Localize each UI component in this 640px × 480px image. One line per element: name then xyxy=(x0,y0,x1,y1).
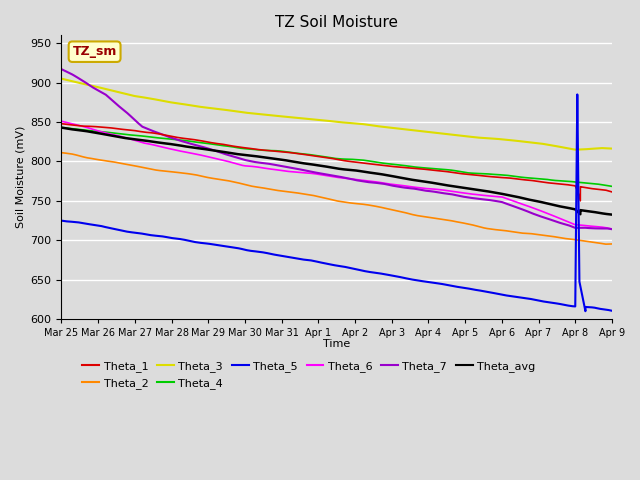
Theta_7 xyxy=(500,200,508,205)
Line: Theta_avg: Theta_avg xyxy=(61,128,612,215)
Theta_4 xyxy=(608,183,616,189)
Theta_1 xyxy=(486,174,494,180)
Theta_avg xyxy=(471,186,479,192)
Theta_2 xyxy=(486,226,494,232)
Theta_avg xyxy=(508,193,515,199)
Line: Theta_2: Theta_2 xyxy=(61,153,612,244)
Theta_5 xyxy=(500,292,508,298)
Theta_4 xyxy=(471,170,479,176)
Theta_6 xyxy=(86,126,94,132)
Theta_3 xyxy=(58,76,65,82)
Line: Theta_1: Theta_1 xyxy=(61,124,612,201)
Theta_3 xyxy=(471,134,479,140)
Theta_4 xyxy=(58,125,65,131)
Theta_avg xyxy=(500,192,508,197)
Theta_avg xyxy=(58,125,65,131)
Theta_3 xyxy=(572,147,579,153)
Theta_5 xyxy=(58,218,65,224)
Line: Theta_4: Theta_4 xyxy=(61,128,612,186)
Line: Theta_6: Theta_6 xyxy=(61,121,612,229)
Theta_1 xyxy=(58,121,65,127)
Theta_1 xyxy=(508,175,515,181)
Theta_avg xyxy=(608,212,616,217)
Theta_4 xyxy=(508,173,515,179)
Theta_7 xyxy=(508,203,515,208)
Y-axis label: Soil Moisture (mV): Soil Moisture (mV) xyxy=(15,126,25,228)
Theta_2 xyxy=(86,156,94,161)
Theta_3 xyxy=(500,137,508,143)
Line: Theta_3: Theta_3 xyxy=(61,79,612,150)
Text: TZ_sm: TZ_sm xyxy=(72,45,116,58)
Line: Theta_5: Theta_5 xyxy=(61,95,612,311)
Theta_1 xyxy=(86,123,94,129)
Theta_6 xyxy=(486,193,494,199)
Theta_2 xyxy=(602,241,609,247)
Theta_1 xyxy=(471,172,479,178)
Theta_6 xyxy=(500,195,508,201)
Theta_2 xyxy=(500,228,508,233)
Theta_7 xyxy=(86,83,94,89)
Theta_2 xyxy=(508,228,515,234)
Theta_2 xyxy=(608,241,616,247)
Legend: Theta_1, Theta_2, Theta_3, Theta_4, Theta_5, Theta_6, Theta_7, Theta_avg: Theta_1, Theta_2, Theta_3, Theta_4, Thet… xyxy=(78,357,540,393)
Theta_avg xyxy=(409,177,417,183)
Theta_7 xyxy=(58,66,65,72)
Theta_7 xyxy=(409,186,417,192)
Theta_7 xyxy=(486,197,494,203)
Theta_6 xyxy=(58,119,65,124)
Theta_7 xyxy=(471,195,479,201)
Theta_5 xyxy=(608,308,616,313)
Theta_2 xyxy=(409,212,417,217)
Theta_5 xyxy=(486,289,494,295)
X-axis label: Time: Time xyxy=(323,339,350,349)
Theta_6 xyxy=(608,226,616,232)
Theta_5 xyxy=(86,221,94,227)
Theta_avg xyxy=(486,189,494,194)
Theta_4 xyxy=(409,164,417,169)
Theta_5 xyxy=(471,287,479,293)
Line: Theta_7: Theta_7 xyxy=(61,69,612,229)
Theta_3 xyxy=(486,135,494,141)
Theta_avg xyxy=(86,129,94,135)
Theta_6 xyxy=(508,197,515,203)
Theta_6 xyxy=(471,192,479,197)
Theta_4 xyxy=(86,128,94,133)
Theta_3 xyxy=(86,83,94,88)
Theta_1 xyxy=(500,175,508,180)
Theta_1 xyxy=(409,165,417,171)
Theta_1 xyxy=(577,198,584,204)
Theta_2 xyxy=(58,150,65,156)
Theta_5 xyxy=(573,92,581,97)
Theta_4 xyxy=(500,172,508,178)
Theta_3 xyxy=(508,137,515,143)
Theta_3 xyxy=(409,127,417,133)
Theta_5 xyxy=(582,308,589,314)
Theta_4 xyxy=(486,171,494,177)
Theta_7 xyxy=(608,226,616,232)
Theta_5 xyxy=(409,277,417,283)
Theta_1 xyxy=(608,189,616,195)
Theta_5 xyxy=(508,293,515,299)
Theta_3 xyxy=(608,146,616,152)
Title: TZ Soil Moisture: TZ Soil Moisture xyxy=(275,15,398,30)
Theta_2 xyxy=(471,223,479,228)
Theta_6 xyxy=(409,184,417,190)
